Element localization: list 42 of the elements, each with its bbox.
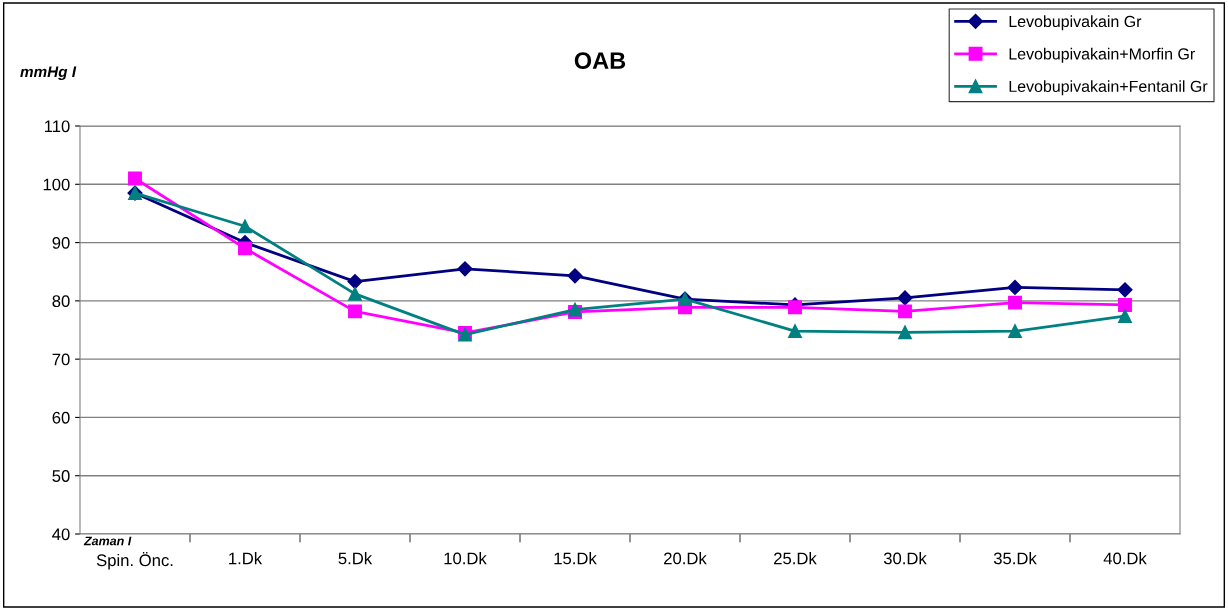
x-tick-label: Spin. Önc. xyxy=(96,552,173,570)
point xyxy=(1008,324,1022,339)
chart-title: OAB xyxy=(574,52,626,69)
y-tick-label: 110 xyxy=(44,120,70,133)
point xyxy=(238,241,252,256)
x-tick-label: 15.Dk xyxy=(554,552,597,565)
x-axis-title: Zaman I xyxy=(83,536,132,546)
point xyxy=(898,325,912,340)
x-tick-label: 10.Dk xyxy=(444,552,487,565)
point xyxy=(567,268,583,284)
x-tick-label: 20.Dk xyxy=(664,552,707,565)
y-tick-label: 90 xyxy=(52,236,70,249)
y-tick-label: 80 xyxy=(52,295,70,308)
point xyxy=(348,304,362,319)
legend-label: Levobupivakain Gr xyxy=(1009,15,1142,31)
point xyxy=(897,290,913,306)
point xyxy=(347,274,363,290)
point xyxy=(128,171,142,186)
point xyxy=(238,219,252,234)
y-axis-title: mmHg I xyxy=(20,66,77,81)
point xyxy=(457,261,473,277)
point xyxy=(1118,297,1132,312)
point xyxy=(1007,279,1023,296)
x-tick-label: 30.Dk xyxy=(883,552,927,565)
point xyxy=(1118,309,1132,323)
y-tick-label: 70 xyxy=(52,353,70,366)
x-tick-label: 35.Dk xyxy=(993,552,1037,565)
point xyxy=(348,286,362,301)
x-tick-label: 1.Dk xyxy=(229,552,263,565)
point xyxy=(788,324,802,339)
x-tick-label: 5.Dk xyxy=(338,552,373,565)
legend-label: Levobupivakain+Fentanil Gr xyxy=(1009,80,1208,96)
y-tick-label: 100 xyxy=(43,178,70,191)
point xyxy=(1008,295,1022,310)
y-tick-label: 60 xyxy=(52,411,70,424)
y-tick-label: 40 xyxy=(52,528,70,541)
x-tick-label: 40.Dk xyxy=(1103,552,1147,565)
legend-label: Levobupivakain+Morfin Gr xyxy=(1009,47,1195,63)
point xyxy=(898,304,912,319)
y-tick-label: 50 xyxy=(52,470,70,482)
point xyxy=(1117,282,1133,298)
x-tick-label: 25.Dk xyxy=(774,552,817,565)
